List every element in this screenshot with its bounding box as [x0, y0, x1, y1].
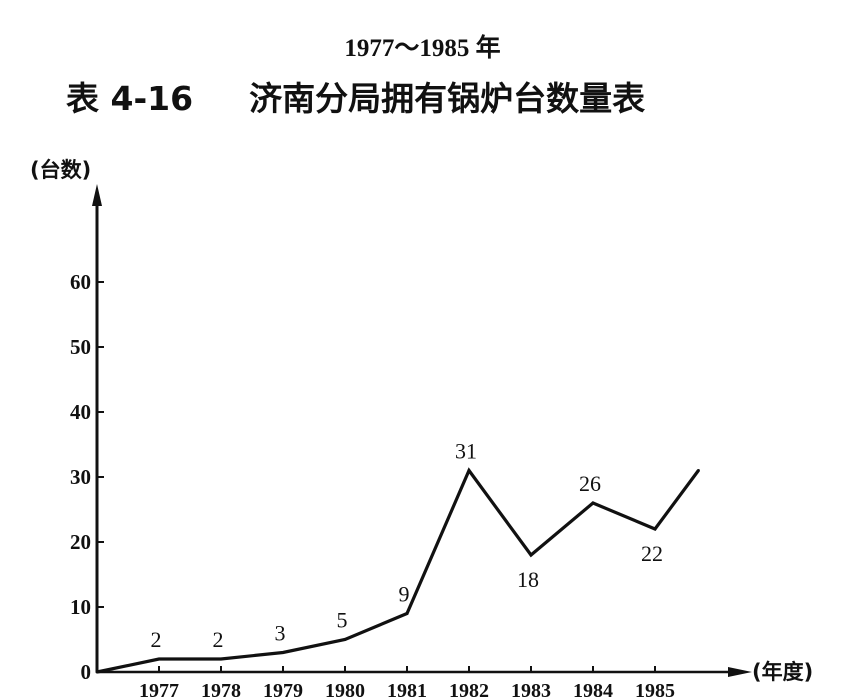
x-tick-label: 1985 [635, 680, 675, 699]
table-number: 表 4-16 [66, 79, 194, 118]
data-point [529, 553, 533, 557]
x-tick-label: 1983 [511, 680, 551, 699]
data-point [653, 527, 657, 531]
data-label: 18 [517, 567, 539, 592]
x-axis-title: (年度) [752, 660, 813, 684]
data-point [157, 657, 161, 661]
data-point [696, 469, 700, 472]
data-point [281, 651, 285, 654]
y-axis-title: (台数) [30, 158, 91, 182]
y-axis-ticks: 0 10 20 30 40 50 60 [70, 270, 104, 684]
chart-axes: (台数) (年度) [30, 158, 813, 684]
y-tick-label: 60 [70, 270, 91, 294]
y-tick-label: 10 [70, 595, 91, 619]
data-label: 31 [455, 439, 477, 464]
data-label: 9 [399, 582, 410, 607]
data-label: 3 [275, 621, 286, 646]
x-tick-label: 1979 [263, 680, 303, 699]
data-point [219, 657, 223, 661]
chart-title: 济南分局拥有锅炉台数量表 [249, 79, 646, 118]
x-tick-label: 1981 [387, 680, 427, 699]
data-label: 2 [213, 627, 224, 652]
data-point [467, 469, 471, 472]
series-group [95, 467, 700, 674]
data-label: 2 [151, 627, 162, 652]
series-line [96, 467, 700, 674]
data-label: 5 [337, 608, 348, 633]
x-axis-arrow [728, 667, 752, 677]
data-point [95, 670, 99, 674]
x-tick-label: 1982 [449, 680, 489, 699]
chart-subtitle: 1977～1985 年 [344, 35, 501, 62]
y-tick-label: 40 [70, 400, 91, 424]
x-tick-label: 1978 [201, 680, 241, 699]
x-axis-ticks: 1977 1978 1979 1980 1981 1982 1983 1984 1985 [139, 666, 675, 699]
x-tick-label: 1977 [139, 680, 179, 699]
data-point [405, 612, 409, 615]
data-point [343, 638, 347, 641]
chart-title-row: 表 4-16 济南分局拥有锅炉台数量表 [66, 72, 645, 120]
y-tick-label: 50 [70, 335, 91, 359]
y-tick-label: 30 [70, 465, 91, 489]
data-point [591, 501, 595, 505]
x-tick-label: 1984 [573, 680, 613, 699]
y-tick-label: 20 [70, 530, 91, 554]
x-tick-label: 1980 [325, 680, 365, 699]
data-label: 26 [579, 471, 601, 496]
y-tick-label: 0 [81, 660, 92, 684]
data-label: 22 [641, 541, 663, 566]
y-axis-arrow [92, 184, 102, 206]
